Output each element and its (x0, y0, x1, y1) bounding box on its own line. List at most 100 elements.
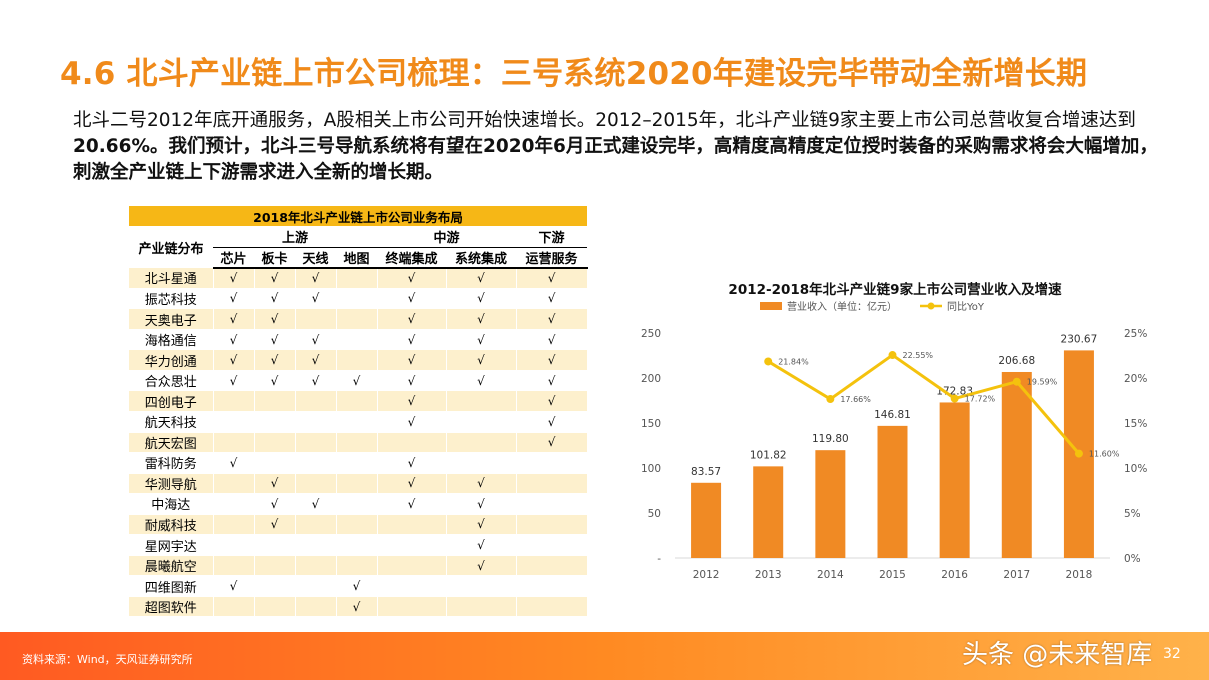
bar-value-label: 83.57 (691, 466, 721, 478)
check-cell: √ (446, 267, 517, 289)
check-cell (377, 432, 447, 454)
check-cell: √ (446, 370, 517, 392)
table-row: 航天科技 √ √ (129, 411, 588, 433)
legend-line-label: 同比YoY (947, 301, 985, 313)
check-cell: √ (377, 288, 447, 310)
page-number: 32 (1163, 646, 1181, 662)
table-row: 超图软件 √ (129, 596, 588, 618)
table-row: 四创电子 √ √ (129, 390, 588, 412)
check-cell (254, 596, 296, 618)
y-right-tick: 0% (1124, 553, 1141, 565)
y-left-tick: 150 (641, 418, 661, 430)
group-upstream: 上游 (213, 226, 377, 248)
y-right-tick: 20% (1124, 373, 1147, 385)
check-cell (446, 390, 517, 412)
check-cell: √ (377, 473, 447, 495)
check-cell: √ (336, 596, 378, 618)
check-cell (254, 452, 296, 474)
bar (753, 466, 784, 558)
check-cell (213, 390, 255, 412)
bar (1001, 371, 1032, 558)
revenue-growth-chart: 营业收入（单位：亿元） 同比YoY - 50 100 150 200 250 0% 5% 10% 15… (641, 300, 1147, 581)
check-cell: √ (295, 370, 337, 392)
check-cell: √ (254, 308, 296, 330)
check-cell: √ (295, 288, 337, 310)
yoy-label: 19.59% (1027, 378, 1058, 387)
bar-value-label: 230.67 (1061, 333, 1098, 345)
check-cell: √ (213, 308, 255, 330)
check-cell: √ (213, 329, 255, 351)
check-cell (336, 534, 378, 556)
check-cell (336, 267, 378, 289)
check-cell (516, 493, 588, 515)
check-cell: √ (213, 288, 255, 310)
check-cell: √ (377, 349, 447, 371)
y-left-tick: 250 (641, 328, 661, 340)
check-cell (295, 473, 337, 495)
group-downstream: 下游 (516, 226, 588, 248)
check-cell (336, 473, 378, 495)
table-row: 海格通信 √ √ √ √ √ √ (129, 329, 588, 351)
yoy-label: 11.60% (1089, 450, 1120, 459)
check-cell (213, 432, 255, 454)
check-cell (295, 308, 337, 330)
x-tick-label: 2012 (693, 569, 720, 581)
chart-title: 2012-2018年北斗产业链9家上市公司营业收入及增速 (728, 282, 1062, 298)
y-right-tick: 25% (1124, 328, 1147, 340)
legend-bar-swatch (760, 302, 782, 310)
check-cell (516, 555, 588, 577)
page-title: 4.6 北斗产业链上市公司梳理：三号系统2020年建设完毕带动全新增长期 (60, 56, 1088, 92)
table-row: 中海达 √ √ √ √ (129, 493, 588, 515)
x-tick-label: 2017 (1003, 569, 1030, 581)
check-cell: √ (446, 288, 517, 310)
intro-highlight: 20.66%。我们预计，北斗三号导航系统将有望在2020年6月正式建设完毕，高精… (73, 136, 1158, 183)
x-tick-label: 2015 (879, 569, 906, 581)
check-cell (446, 432, 517, 454)
check-cell (446, 596, 517, 618)
bar-value-label: 146.81 (874, 409, 911, 421)
x-tick-label: 2016 (941, 569, 968, 581)
check-cell: √ (446, 555, 517, 577)
col-header: 板卡 (254, 247, 295, 269)
check-cell (377, 514, 447, 536)
x-tick-label: 2018 (1066, 569, 1093, 581)
col-header: 芯片 (213, 247, 254, 269)
check-cell: √ (516, 288, 588, 310)
group-midstream: 中游 (377, 226, 516, 248)
intro-text: 北斗二号2012年底开通服务，A股相关上市公司开始快速增长。2012–2015年… (73, 110, 1136, 131)
watermark: 头条 @未来智库 (962, 640, 1153, 670)
check-cell (336, 555, 378, 577)
legend-line-marker (927, 302, 935, 310)
check-cell: √ (254, 493, 296, 515)
check-cell (295, 411, 337, 433)
check-cell: √ (516, 390, 588, 412)
table-row: 晨曦航空 √ (129, 555, 588, 577)
company-name: 航天宏图 (129, 432, 214, 454)
company-name: 晨曦航空 (129, 555, 214, 577)
check-cell (254, 390, 296, 412)
company-name: 华力创通 (129, 349, 214, 371)
check-cell: √ (213, 370, 255, 392)
yoy-point (1012, 377, 1021, 386)
y-right-tick: 10% (1124, 463, 1147, 475)
check-cell: √ (254, 267, 296, 289)
check-cell (516, 575, 588, 597)
check-cell (446, 575, 517, 597)
company-name: 超图软件 (129, 596, 214, 618)
x-tick-label: 2013 (755, 569, 782, 581)
check-cell (213, 473, 255, 495)
check-cell (336, 390, 378, 412)
yoy-point (1074, 449, 1083, 458)
check-cell: √ (516, 308, 588, 330)
yoy-label: 17.72% (965, 395, 996, 404)
check-cell: √ (446, 534, 517, 556)
check-cell (336, 452, 378, 474)
check-cell: √ (213, 575, 255, 597)
yoy-point (826, 395, 835, 404)
col-header: 地图 (336, 247, 377, 269)
yoy-line (767, 353, 1081, 455)
col-header: 运营服务 (516, 247, 588, 269)
table-caption: 2018年北斗产业链上市公司业务布局 (129, 206, 588, 228)
table-row: 雷科防务 √ √ (129, 452, 588, 474)
check-cell: √ (377, 493, 447, 515)
